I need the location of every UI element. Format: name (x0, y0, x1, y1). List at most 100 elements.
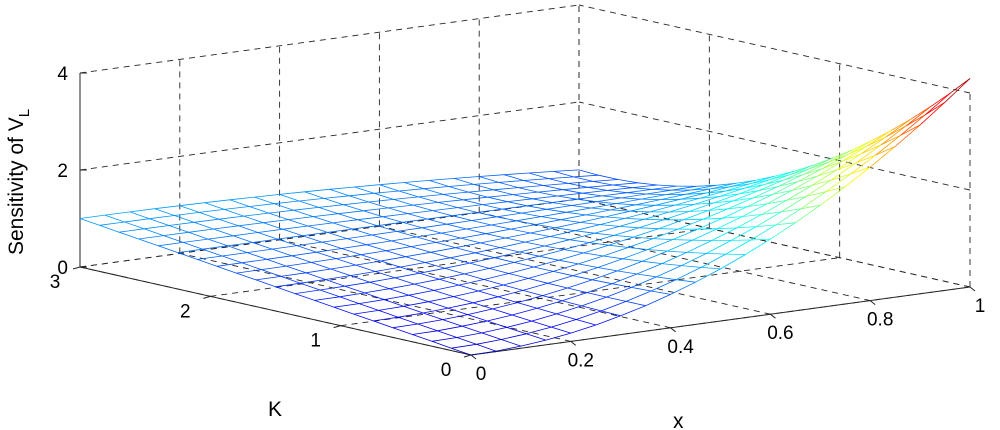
mesh-segment (511, 307, 538, 316)
mesh-segment (601, 301, 627, 312)
mesh-segment (770, 222, 796, 240)
x-tick-label: 0 (476, 364, 487, 385)
mesh-segment (677, 218, 704, 230)
mesh-segment (330, 268, 351, 276)
k-tick-mark (333, 325, 341, 329)
mesh-segment (591, 207, 611, 211)
mesh-segment (688, 202, 714, 212)
mesh-segment (635, 199, 661, 206)
mesh-segment (617, 270, 637, 275)
mesh-segment (510, 228, 531, 234)
mesh-segment (375, 266, 401, 272)
mesh-segment (596, 201, 617, 204)
mesh-segment (586, 283, 613, 293)
mesh-segment (694, 202, 714, 205)
k-tick-mark (463, 354, 472, 358)
mesh-segment (493, 189, 513, 195)
mesh-segment (431, 337, 457, 342)
mesh-segment (661, 263, 682, 266)
mesh-segment (656, 265, 682, 278)
mesh-segment (343, 201, 369, 206)
mesh-segment (468, 189, 494, 193)
mesh-segment (711, 227, 737, 241)
mesh-segment (454, 176, 480, 179)
mesh-segment (299, 198, 325, 202)
mesh-segment (404, 180, 430, 183)
mesh-segment (569, 239, 590, 243)
mesh-segment (280, 272, 306, 277)
mesh-segment (674, 197, 700, 206)
mesh-segment (528, 172, 549, 179)
mesh-segment (850, 166, 871, 175)
mesh-segment (841, 145, 868, 162)
mesh-segment (685, 188, 711, 195)
mesh-segment (930, 92, 951, 107)
mesh-segment (680, 192, 706, 200)
mesh-segment (451, 343, 477, 349)
mesh-segment (487, 196, 508, 203)
mesh-segment (568, 181, 594, 184)
mesh-segment (369, 277, 395, 283)
mesh-segment (388, 204, 414, 209)
mesh-segment (252, 242, 273, 250)
mesh-segment (400, 262, 426, 268)
mesh-segment (636, 273, 657, 278)
mesh-segment (561, 292, 588, 302)
mesh-segment (471, 220, 492, 226)
mesh-segment (777, 174, 803, 187)
mesh-segment (462, 199, 483, 205)
mesh-segment (836, 153, 862, 171)
x-tick-label: 1 (975, 296, 986, 317)
mesh-segment (601, 310, 621, 317)
mesh-segment (158, 242, 184, 247)
mesh-segment (825, 186, 846, 193)
mesh-segment (769, 174, 789, 181)
mesh-segment (516, 220, 536, 225)
mesh-segment (599, 218, 625, 225)
mesh-segment (535, 219, 561, 225)
mesh-segment (706, 240, 732, 254)
mesh-segment (179, 205, 200, 213)
mesh-segment (646, 189, 672, 195)
mesh-segment (403, 305, 424, 314)
mesh-segment (628, 247, 648, 250)
mesh-segment (661, 252, 687, 264)
mesh-segment (822, 161, 843, 169)
mesh-segment (507, 198, 533, 203)
mesh-segment (672, 239, 693, 241)
x-tick-label: 0.4 (667, 337, 694, 358)
mesh-segment (558, 259, 579, 265)
mesh-segment (307, 225, 328, 233)
mesh-segment (633, 228, 659, 238)
mesh-segment (733, 190, 759, 202)
mesh-segment (553, 169, 580, 172)
mesh-segment (432, 207, 458, 211)
mesh-segment (177, 252, 198, 260)
mesh-segment (800, 191, 826, 210)
mesh-segment (526, 202, 553, 207)
mesh-segment (383, 294, 410, 300)
mesh-segment (327, 232, 348, 239)
mesh-segment (419, 267, 445, 274)
mesh-segment (557, 195, 578, 200)
mesh-segment (391, 236, 417, 242)
mesh-segment (437, 330, 458, 338)
mesh-segment (462, 320, 488, 327)
mesh-segment (398, 188, 424, 192)
mesh-segment (443, 194, 464, 201)
mesh-segment (597, 258, 623, 268)
mesh-segment (477, 208, 503, 213)
mesh-segment (307, 222, 333, 227)
mesh-segment (492, 302, 518, 310)
mesh-segment (469, 262, 490, 269)
mesh-segment (207, 238, 228, 247)
mesh-segment (850, 154, 876, 175)
mesh-segment (619, 226, 640, 229)
mesh-segment (537, 189, 563, 193)
mesh-segment (294, 293, 315, 301)
mesh-segment (316, 251, 337, 259)
mesh-segment (556, 305, 582, 315)
grid-line-backwall-horizontal (578, 4, 971, 94)
mesh-segment (481, 327, 507, 334)
